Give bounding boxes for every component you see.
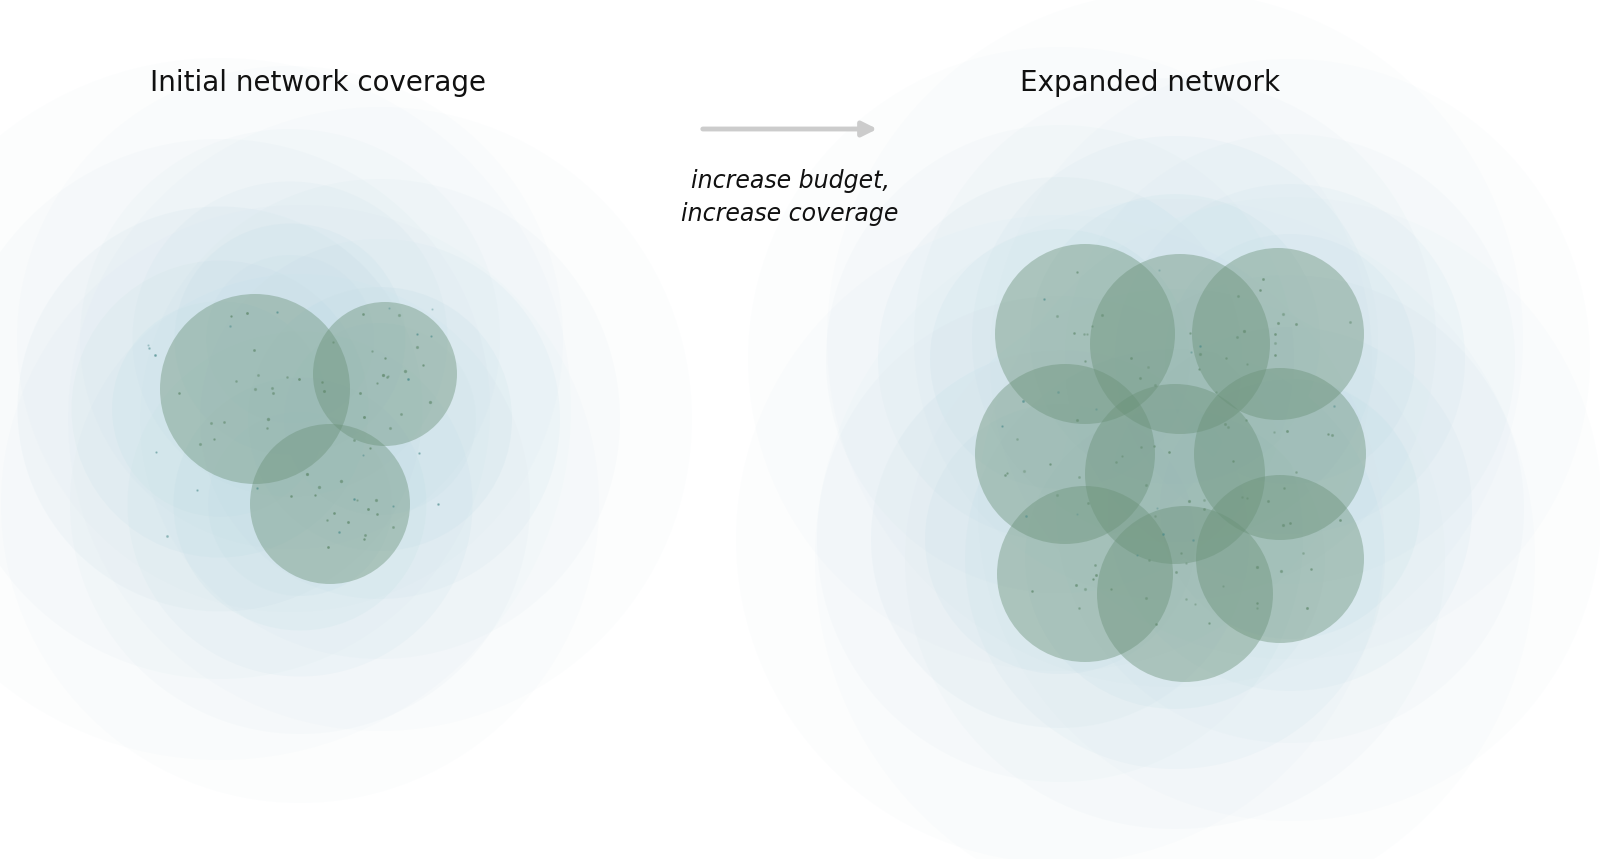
Circle shape bbox=[1194, 368, 1366, 540]
Circle shape bbox=[914, 78, 1437, 600]
Circle shape bbox=[72, 260, 368, 557]
Circle shape bbox=[995, 244, 1174, 424]
Circle shape bbox=[200, 239, 560, 599]
Circle shape bbox=[0, 139, 490, 679]
Circle shape bbox=[826, 125, 1294, 593]
Circle shape bbox=[925, 404, 1195, 674]
Circle shape bbox=[1197, 475, 1363, 643]
Circle shape bbox=[818, 296, 1302, 782]
Circle shape bbox=[285, 323, 477, 515]
Circle shape bbox=[314, 302, 458, 446]
Circle shape bbox=[18, 206, 422, 612]
Circle shape bbox=[206, 255, 374, 423]
Circle shape bbox=[930, 229, 1190, 489]
Circle shape bbox=[974, 364, 1155, 544]
Circle shape bbox=[1098, 506, 1274, 682]
Circle shape bbox=[1160, 379, 1421, 639]
Circle shape bbox=[1090, 254, 1270, 434]
Circle shape bbox=[1026, 409, 1325, 709]
Circle shape bbox=[1165, 234, 1414, 484]
Text: Expanded network: Expanded network bbox=[1021, 69, 1280, 97]
Text: Initial network coverage: Initial network coverage bbox=[150, 69, 486, 97]
Circle shape bbox=[248, 287, 512, 551]
Circle shape bbox=[208, 412, 392, 596]
Text: increase budget,
increase coverage: increase budget, increase coverage bbox=[682, 169, 899, 227]
Circle shape bbox=[133, 181, 448, 497]
Circle shape bbox=[973, 136, 1378, 542]
Circle shape bbox=[70, 274, 530, 734]
Circle shape bbox=[1030, 194, 1320, 484]
Circle shape bbox=[160, 294, 350, 484]
Circle shape bbox=[870, 350, 1250, 728]
Circle shape bbox=[1066, 134, 1515, 584]
Circle shape bbox=[1107, 327, 1472, 691]
Circle shape bbox=[1085, 384, 1266, 564]
Circle shape bbox=[112, 301, 328, 517]
Circle shape bbox=[965, 349, 1386, 769]
Circle shape bbox=[878, 177, 1242, 541]
Circle shape bbox=[1115, 184, 1466, 534]
Circle shape bbox=[174, 223, 405, 454]
Circle shape bbox=[250, 424, 410, 584]
Circle shape bbox=[80, 129, 499, 549]
Circle shape bbox=[1192, 248, 1363, 420]
Circle shape bbox=[141, 179, 621, 659]
Circle shape bbox=[1056, 275, 1523, 743]
Circle shape bbox=[997, 486, 1173, 662]
Circle shape bbox=[173, 377, 427, 631]
Circle shape bbox=[128, 332, 472, 677]
Circle shape bbox=[906, 289, 1445, 829]
